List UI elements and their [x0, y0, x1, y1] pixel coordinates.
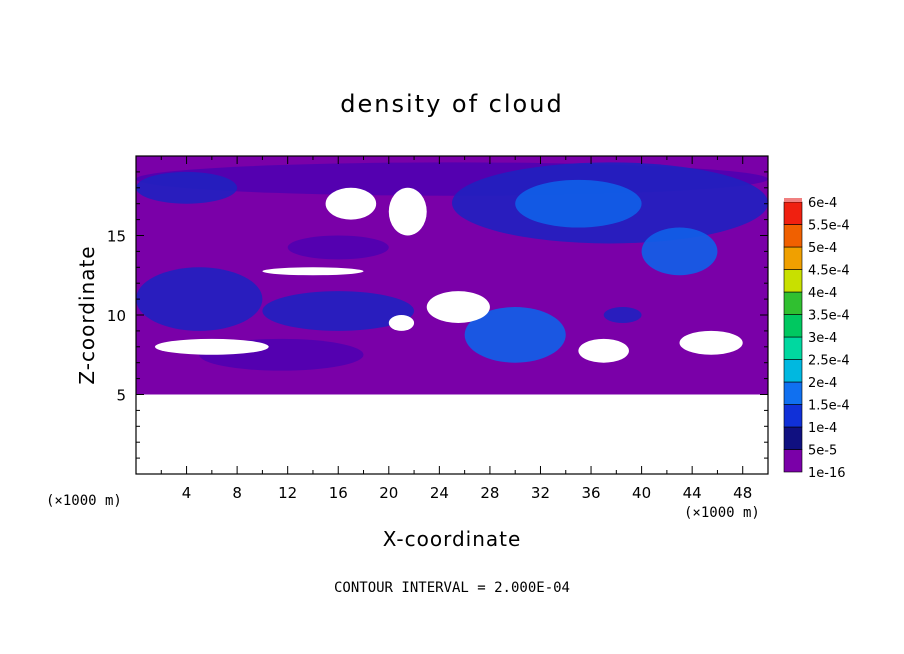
- clear-patch: [388, 187, 427, 236]
- x-unit-left: (×1000 m): [46, 493, 122, 509]
- x-tick-label: 4: [182, 484, 192, 502]
- colorbar-label: 3.5e-4: [808, 309, 850, 324]
- colorbar: 1e-16 5e-5 1e-4 1.5e-4 2e-4 2.5e-4 3e-4 3.5e-4 4…: [783, 196, 850, 481]
- x-axis: 4 8 12 16 20 24 28 32 36 40 44 48: [160, 156, 769, 502]
- x-tick-label: 44: [683, 484, 702, 502]
- field-region-mid: [603, 307, 642, 323]
- x-unit-right: (×1000 m): [684, 505, 760, 521]
- clear-patch: [262, 267, 364, 276]
- colorbar-label: 5.5e-4: [808, 219, 850, 234]
- colorbar-segment: [783, 449, 803, 473]
- colorbar-segment: [783, 314, 803, 338]
- x-tick-label: 24: [430, 484, 449, 502]
- x-tick-label: 8: [232, 484, 242, 502]
- colorbar-label: 4e-4: [808, 286, 837, 301]
- colorbar-label: 6e-4: [808, 196, 837, 211]
- colorbar-label: 1e-16: [808, 466, 846, 481]
- chart-title: density of cloud: [340, 90, 563, 118]
- colorbar-segment: [783, 224, 803, 248]
- x-tick-label: 48: [733, 484, 752, 502]
- colorbar-segment: [783, 246, 803, 270]
- colorbar-segment: [783, 201, 803, 225]
- x-tick-label: 40: [632, 484, 651, 502]
- field-region-high: [641, 227, 718, 276]
- y-tick-label: 10: [107, 307, 126, 325]
- x-tick-label: 20: [379, 484, 398, 502]
- colorbar-segment: [783, 404, 803, 428]
- colorbar-label: 3e-4: [808, 331, 837, 346]
- clear-patch: [679, 330, 743, 355]
- field-region-low: [287, 235, 389, 260]
- density-field: [136, 156, 768, 395]
- colorbar-label: 4.5e-4: [808, 264, 850, 279]
- field-region-mid: [136, 267, 263, 331]
- y-tick-label: 15: [107, 228, 126, 246]
- field-region-mid: [262, 291, 415, 331]
- field-region-mid: [136, 171, 238, 204]
- contour-interval-note: CONTOUR INTERVAL = 2.000E-04: [334, 580, 570, 596]
- x-tick-label: 32: [531, 484, 550, 502]
- colorbar-segment: [783, 336, 803, 360]
- clear-patch: [154, 338, 269, 355]
- colorbar-segment: [783, 359, 803, 383]
- colorbar-segment: [783, 381, 803, 405]
- colorbar-segment: [783, 291, 803, 315]
- colorbar-segment: [783, 426, 803, 450]
- colorbar-label: 1.5e-4: [808, 399, 850, 414]
- y-axis: 5 10 15: [107, 171, 768, 459]
- colorbar-label: 1e-4: [808, 421, 837, 436]
- y-axis-label: Z-coordinate: [75, 245, 99, 384]
- clear-patch: [325, 187, 377, 220]
- x-tick-label: 12: [278, 484, 297, 502]
- x-tick-label: 36: [581, 484, 600, 502]
- x-axis-label: X-coordinate: [383, 527, 522, 551]
- colorbar-label: 2.5e-4: [808, 354, 850, 369]
- field-region-high: [515, 179, 642, 228]
- colorbar-top-segment: [784, 198, 802, 202]
- clear-patch: [426, 291, 490, 323]
- clear-patch: [578, 338, 629, 363]
- colorbar-label: 5e-5: [808, 444, 837, 459]
- colorbar-label: 5e-4: [808, 241, 837, 256]
- x-tick-label: 16: [329, 484, 348, 502]
- colorbar-label: 2e-4: [808, 376, 837, 391]
- clear-patch: [388, 315, 415, 331]
- y-tick-label: 5: [116, 387, 126, 405]
- x-tick-label: 28: [480, 484, 499, 502]
- colorbar-segment: [783, 269, 803, 293]
- field-region-high: [464, 307, 566, 363]
